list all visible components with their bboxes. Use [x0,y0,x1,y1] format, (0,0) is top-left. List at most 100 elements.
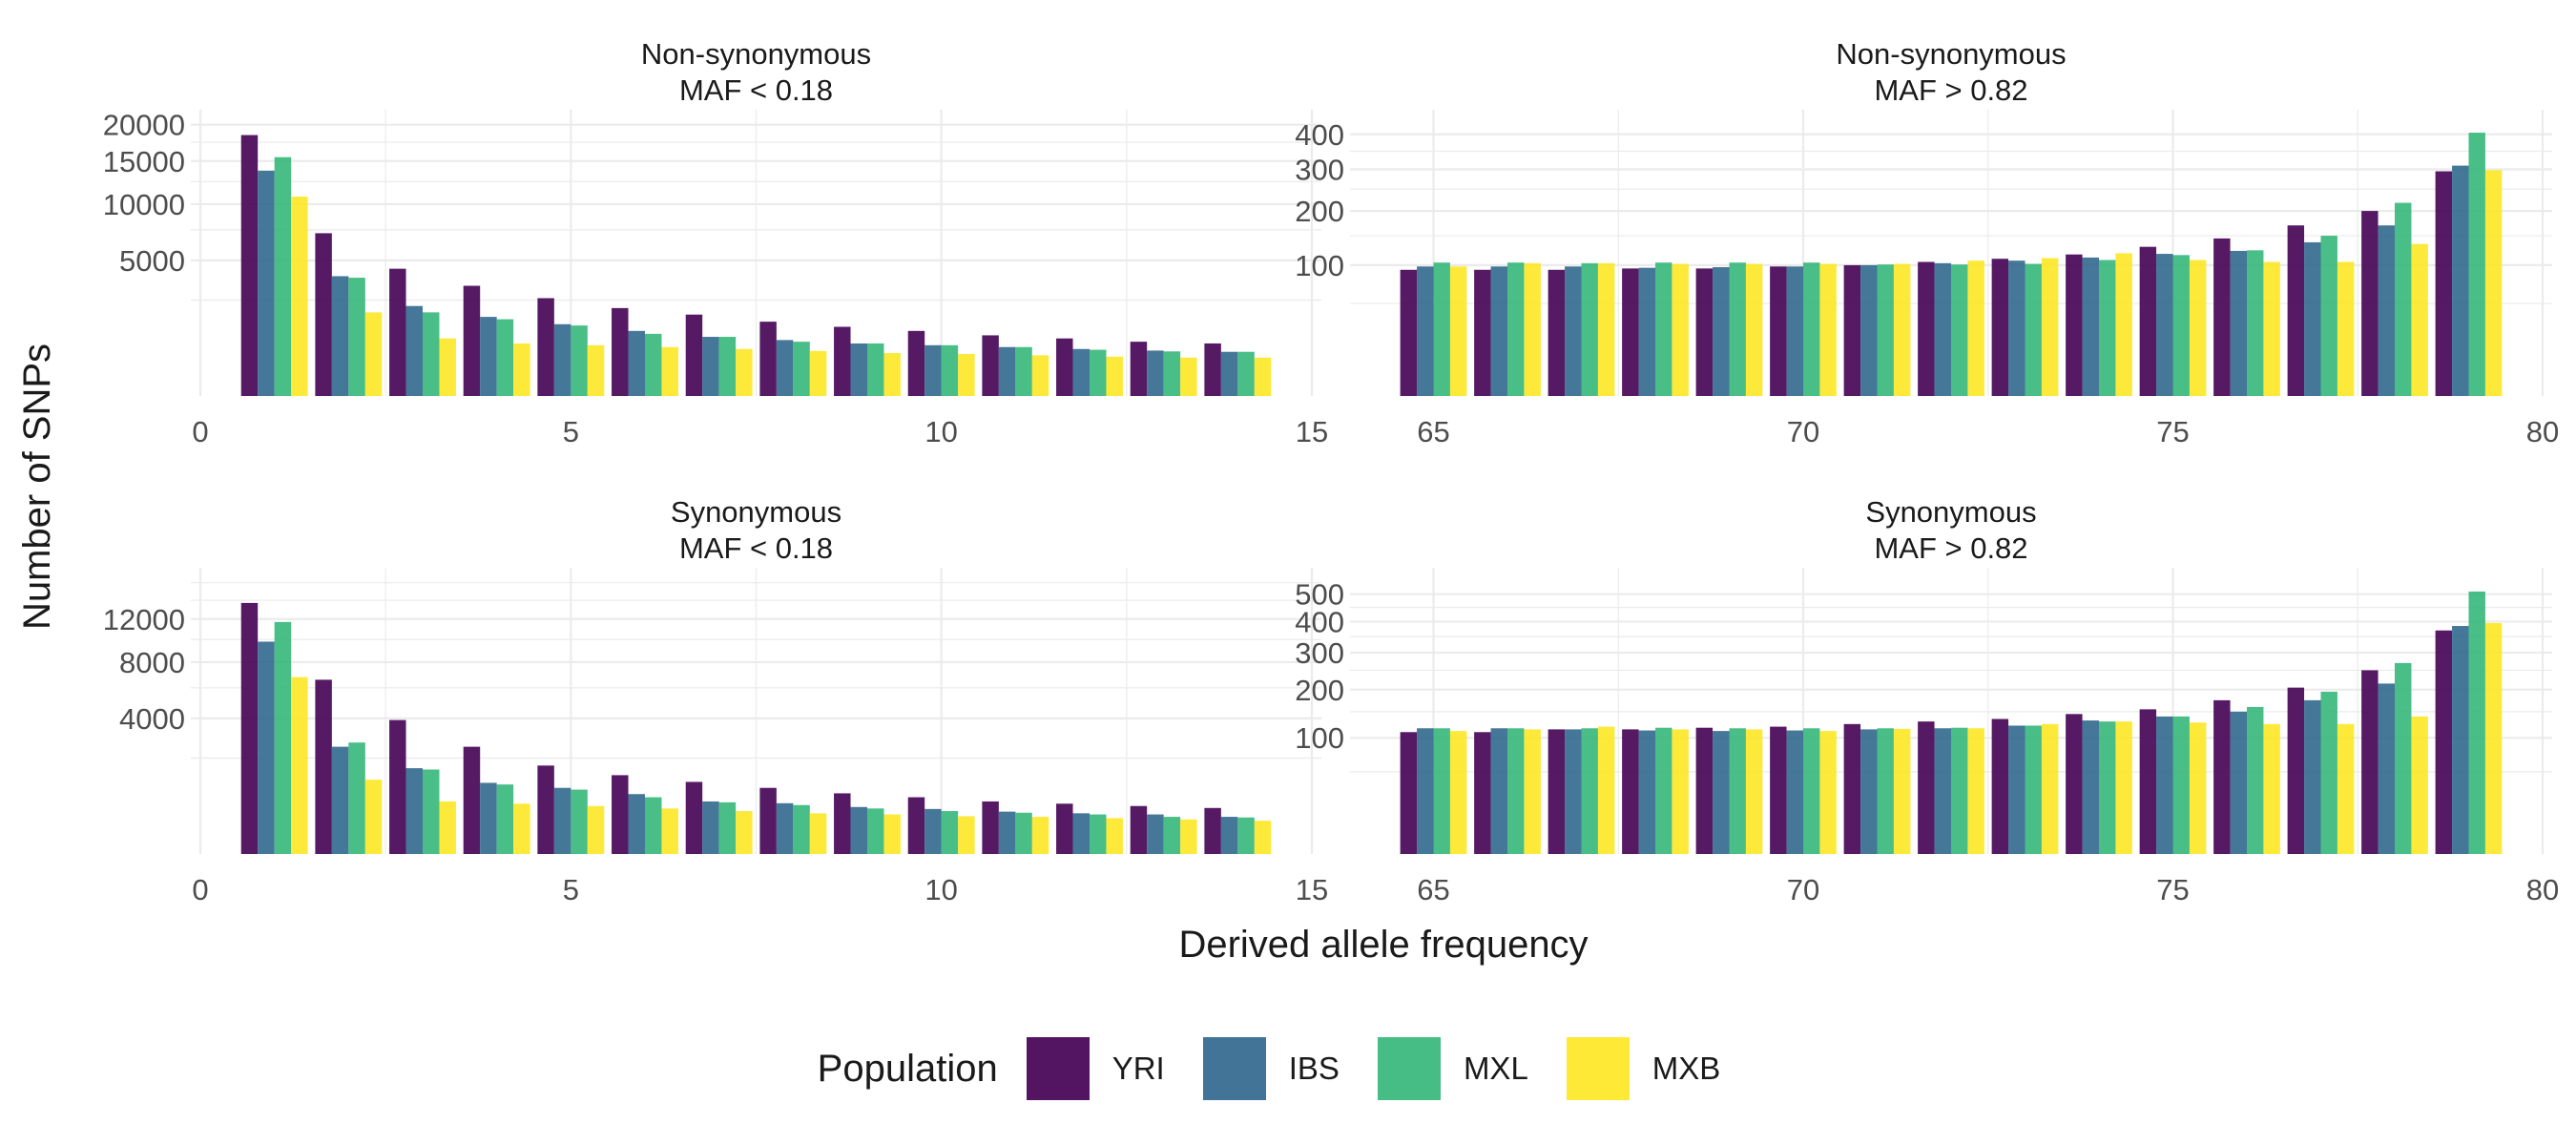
panel-3-bar-yri [240,602,259,854]
panel-4-bar-yri [1843,723,1861,854]
panel-1-bar-yri [612,307,629,396]
panel-2-bar-yri [2287,225,2305,396]
panel-1-bar-yri [240,135,259,396]
panel-2-bar-mxl [2025,263,2042,396]
panel-3-bar-mxl [348,742,365,854]
panel-1-bar-yri [982,335,999,396]
panel-1-x-tick-label: 10 [924,415,957,448]
panel-2-bar-mxb [2411,243,2428,396]
panel-2-bar-ibs [2452,165,2469,396]
panel-3-x-tick-label: 10 [924,873,957,906]
panel-4-x-tick-label: 80 [2526,873,2559,906]
panel-1-bar-ibs [258,170,275,396]
panel-1-bar-ibs [405,305,423,396]
panel-2-bar-ibs [2008,260,2025,396]
panel-1-title-line1: Non-synonymous [641,37,871,71]
panel-2-bar-ibs [2156,254,2173,396]
panel-1-y-tick-label: 15000 [103,145,185,178]
panel-4-title-line2: MAF > 0.82 [1874,531,2027,565]
panel-2-bar-mxl [2247,250,2264,396]
panel-3-bar-mxb [958,816,975,854]
panel-1-bar-mxl [1237,351,1255,396]
panel-2-x-tick-label: 80 [2526,415,2559,448]
panel-3-bar-ibs [553,787,571,854]
panel-2-bar-mxl [2468,133,2485,397]
panel-1-bar-yri [1130,342,1148,396]
panel-2-bar-yri [2066,254,2083,396]
legend-key-mxb [1566,1037,1630,1100]
panel-4-x-tick-label: 75 [2156,873,2189,906]
panel-4-bar-yri [1400,732,1418,854]
panel-2-bar-ibs [1934,262,1951,396]
panel-3-bar-mxl [867,808,884,854]
panel-4-bar-mxb [2484,622,2503,854]
panel-2-bar-ibs [1786,266,1803,396]
panel-1-bar-mxb [364,312,383,396]
panel-4-bar-ibs [1638,730,1655,854]
panel-4-bar-ibs [1713,731,1730,854]
panel-4-bar-mxl [1803,728,1820,854]
panel-4-bar-mxb [1524,729,1541,854]
panel-3-bar-ibs [331,746,349,854]
panel-3-bar-mxl [423,769,440,854]
panel-1-bar-ibs [776,340,794,396]
panel-2-bar-yri [1474,269,1491,396]
legend-item-mxb: MXB [1566,1037,1720,1100]
panel-4-bar-yri [2435,630,2453,854]
panel-2-bar-yri [2213,238,2231,396]
panel-2-bar-mxl [2099,260,2116,396]
panel-3-bar-mxl [718,802,737,854]
panel-4-bar-yri [1622,729,1639,854]
panel-3-y-tick-label: 4000 [119,702,185,736]
panel-1-bar-mxb [809,350,827,396]
panel-4-bar-ibs [2452,626,2469,854]
panel-4-bar-ibs [1860,729,1878,854]
panel-4-bar-mxb [1819,731,1837,854]
panel-4-bar-yri [2361,670,2379,854]
panel-4-bar-mxl [2099,721,2116,854]
panel-2-bar-ibs [2304,241,2321,396]
panel-3-bar-ibs [924,808,942,854]
panel-3-title-line2: MAF < 0.18 [679,531,833,565]
legend-key-mxl [1377,1037,1441,1100]
panel-1-y-tick-label: 10000 [103,188,185,221]
panel-1-bar-ibs [628,330,645,396]
panel-2-bar-mxb [1893,263,1911,396]
panel-4-bar-mxl [1655,727,1672,854]
panel-4-bar-mxb [2115,721,2132,854]
panel-2-bar-mxb [1745,263,1763,396]
panel-2-bar-ibs [1565,266,1582,396]
panel-2-bar-yri [1918,261,1935,396]
panel-1-bar-mxl [496,319,514,396]
panel-2-bar-ibs [1417,266,1434,396]
panel-1-bar-mxb [661,346,678,396]
panel-4-bar-yri [2213,699,2231,854]
panel-1-bar-mxl [274,156,292,396]
panel-3-bar-mxl [1015,812,1032,854]
panel-1-bar-ibs [850,343,867,396]
panel-4-bar-mxl [1507,728,1525,854]
panel-4-x-tick-label: 70 [1787,873,1819,906]
panel-1-x-tick-label: 5 [563,415,579,448]
panel-1-y-tick-label: 20000 [103,109,185,142]
panel-3-bar-mxl [571,789,588,854]
panel-1-bar-yri [685,314,703,396]
panel-3-bar-yri [315,679,332,854]
panel-4-bar-mxl [1433,728,1450,854]
panel-3-bar-ibs [258,641,275,854]
panel-3-bar-ibs [628,794,645,854]
panel-1-bar-yri [834,326,851,396]
panel-4-bar-mxb [1672,729,1689,854]
panel-3-bar-mxb [1180,819,1197,854]
panel-1-bar-mxb [883,353,901,396]
panel-2-bar-ibs [1713,266,1730,396]
panel-4-bar-mxl [2395,662,2412,854]
panel-3-bar-ibs [850,806,867,854]
panel-3-bar-yri [463,746,481,854]
legend-label-yri: YRI [1111,1051,1165,1086]
panel-2-bar-mxl [2320,236,2337,396]
panel-1-bar-ibs [998,346,1016,396]
panel-4-bar-mxl [1581,728,1598,854]
panel-1-bar-mxb [736,348,753,396]
panel-4-bar-mxb [2337,723,2355,854]
